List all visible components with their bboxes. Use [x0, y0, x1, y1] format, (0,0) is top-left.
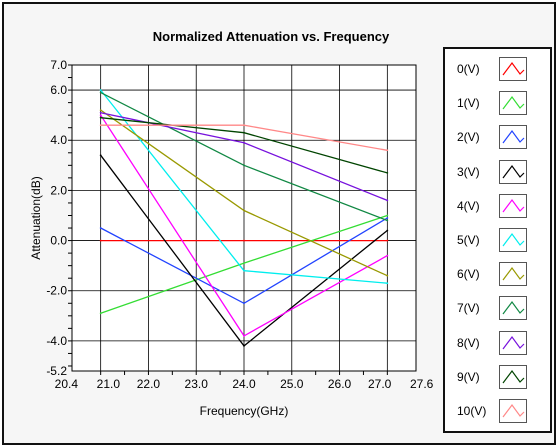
axis-ticks: 20.4 21.0 22.0 23.0 24.0 25.0 26.0 27.0 27.6 7.0 6… [46, 58, 433, 391]
y-tick-label: -5.2 [46, 364, 67, 378]
legend-swatch-icon [499, 91, 527, 116]
data-point [99, 124, 102, 127]
data-point [99, 89, 102, 91]
y-axis-label: Attenuation(dB) [29, 176, 43, 259]
legend: 0(V) 1(V) 2(V) 3(V) 4(V) 5(V) 6(V) 7(V) 8(V) 9(V)… [443, 47, 552, 433]
x-tick-label: 23.0 [185, 377, 209, 391]
data-point [243, 164, 245, 167]
legend-label: 10(V) [457, 404, 487, 418]
legend-item: 1(V) [445, 89, 550, 117]
data-point [243, 302, 245, 305]
legend-label: 8(V) [457, 335, 480, 350]
legend-item: 8(V) [445, 329, 550, 357]
x-tick-label: 27.0 [368, 377, 392, 391]
data-point [243, 124, 245, 127]
legend-item: 3(V) [445, 158, 550, 186]
legend-label: 1(V) [457, 96, 480, 111]
data-point [386, 282, 389, 285]
legend-label: 3(V) [457, 164, 480, 179]
x-tick-label: 21.0 [97, 377, 121, 391]
data-point [386, 229, 389, 232]
legend-item: 4(V) [445, 192, 550, 220]
legend-item: 6(V) [445, 260, 550, 288]
legend-label: 0(V) [457, 62, 480, 76]
y-tick-label: -4.0 [46, 334, 67, 348]
data-point [386, 199, 389, 202]
data-point [243, 269, 245, 272]
legend-label: 5(V) [457, 233, 480, 247]
data-point [243, 262, 245, 265]
data-point [99, 239, 102, 242]
legend-label: 4(V) [457, 198, 480, 213]
x-tick-label: 24.0 [232, 377, 256, 391]
data-point [243, 131, 245, 134]
data-point [386, 217, 389, 219]
legend-swatch-icon [499, 159, 527, 184]
legend-label: 2(V) [457, 130, 480, 145]
y-tick-label: -2.0 [46, 284, 67, 298]
legend-swatch-icon [499, 330, 527, 355]
data-point [243, 141, 245, 144]
data-point [386, 219, 389, 222]
data-point [386, 254, 389, 257]
data-point [386, 171, 389, 174]
data-point [99, 227, 102, 229]
data-point [99, 116, 102, 119]
legend-item: 0(V) [445, 55, 550, 83]
legend-item: 2(V) [445, 123, 550, 151]
data-point [386, 239, 389, 242]
legend-swatch-icon [499, 262, 527, 287]
series-lines [99, 89, 389, 347]
data-point [386, 214, 389, 217]
data-point [99, 312, 102, 315]
x-tick-label: 20.4 [55, 377, 79, 391]
x-tick-label: 25.0 [280, 377, 304, 391]
legend-swatch-icon [499, 296, 527, 321]
y-tick-label: 2.0 [50, 183, 67, 197]
data-point [386, 149, 389, 152]
legend-label: 7(V) [457, 301, 480, 316]
x-axis-label: Frequency(GHz) [200, 404, 289, 418]
legend-swatch-icon [499, 193, 527, 218]
legend-item: 5(V) [445, 226, 550, 254]
legend-swatch-icon [499, 364, 527, 389]
data-point [99, 91, 102, 94]
y-tick-label: 6.0 [50, 83, 67, 97]
x-tick-label: 26.0 [328, 377, 352, 391]
data-point [99, 154, 102, 157]
legend-swatch-icon [499, 125, 527, 150]
legend-item: 10(V) [445, 397, 550, 425]
data-point [243, 209, 245, 212]
legend-item: 9(V) [445, 363, 550, 391]
data-point [243, 334, 245, 337]
data-point [99, 109, 102, 112]
x-tick-label: 27.6 [410, 377, 434, 391]
data-point [99, 114, 102, 117]
data-point [243, 345, 245, 347]
x-tick-label: 22.0 [137, 377, 161, 391]
legend-swatch-icon [499, 57, 527, 81]
legend-item: 7(V) [445, 294, 550, 322]
y-tick-label: 7.0 [50, 58, 67, 72]
legend-label: 6(V) [457, 267, 480, 282]
legend-swatch-icon [499, 399, 527, 423]
data-point [99, 111, 102, 114]
chart-title: Normalized Attenuation vs. Frequency [153, 29, 390, 44]
line-chart: Normalized Attenuation vs. Frequency 20.… [29, 29, 434, 418]
legend-swatch-icon [499, 228, 527, 252]
y-tick-label: 0.0 [50, 234, 67, 248]
legend-label: 9(V) [457, 369, 480, 384]
y-tick-label: 4.0 [50, 133, 67, 147]
data-point [243, 239, 245, 242]
data-point [386, 274, 389, 277]
